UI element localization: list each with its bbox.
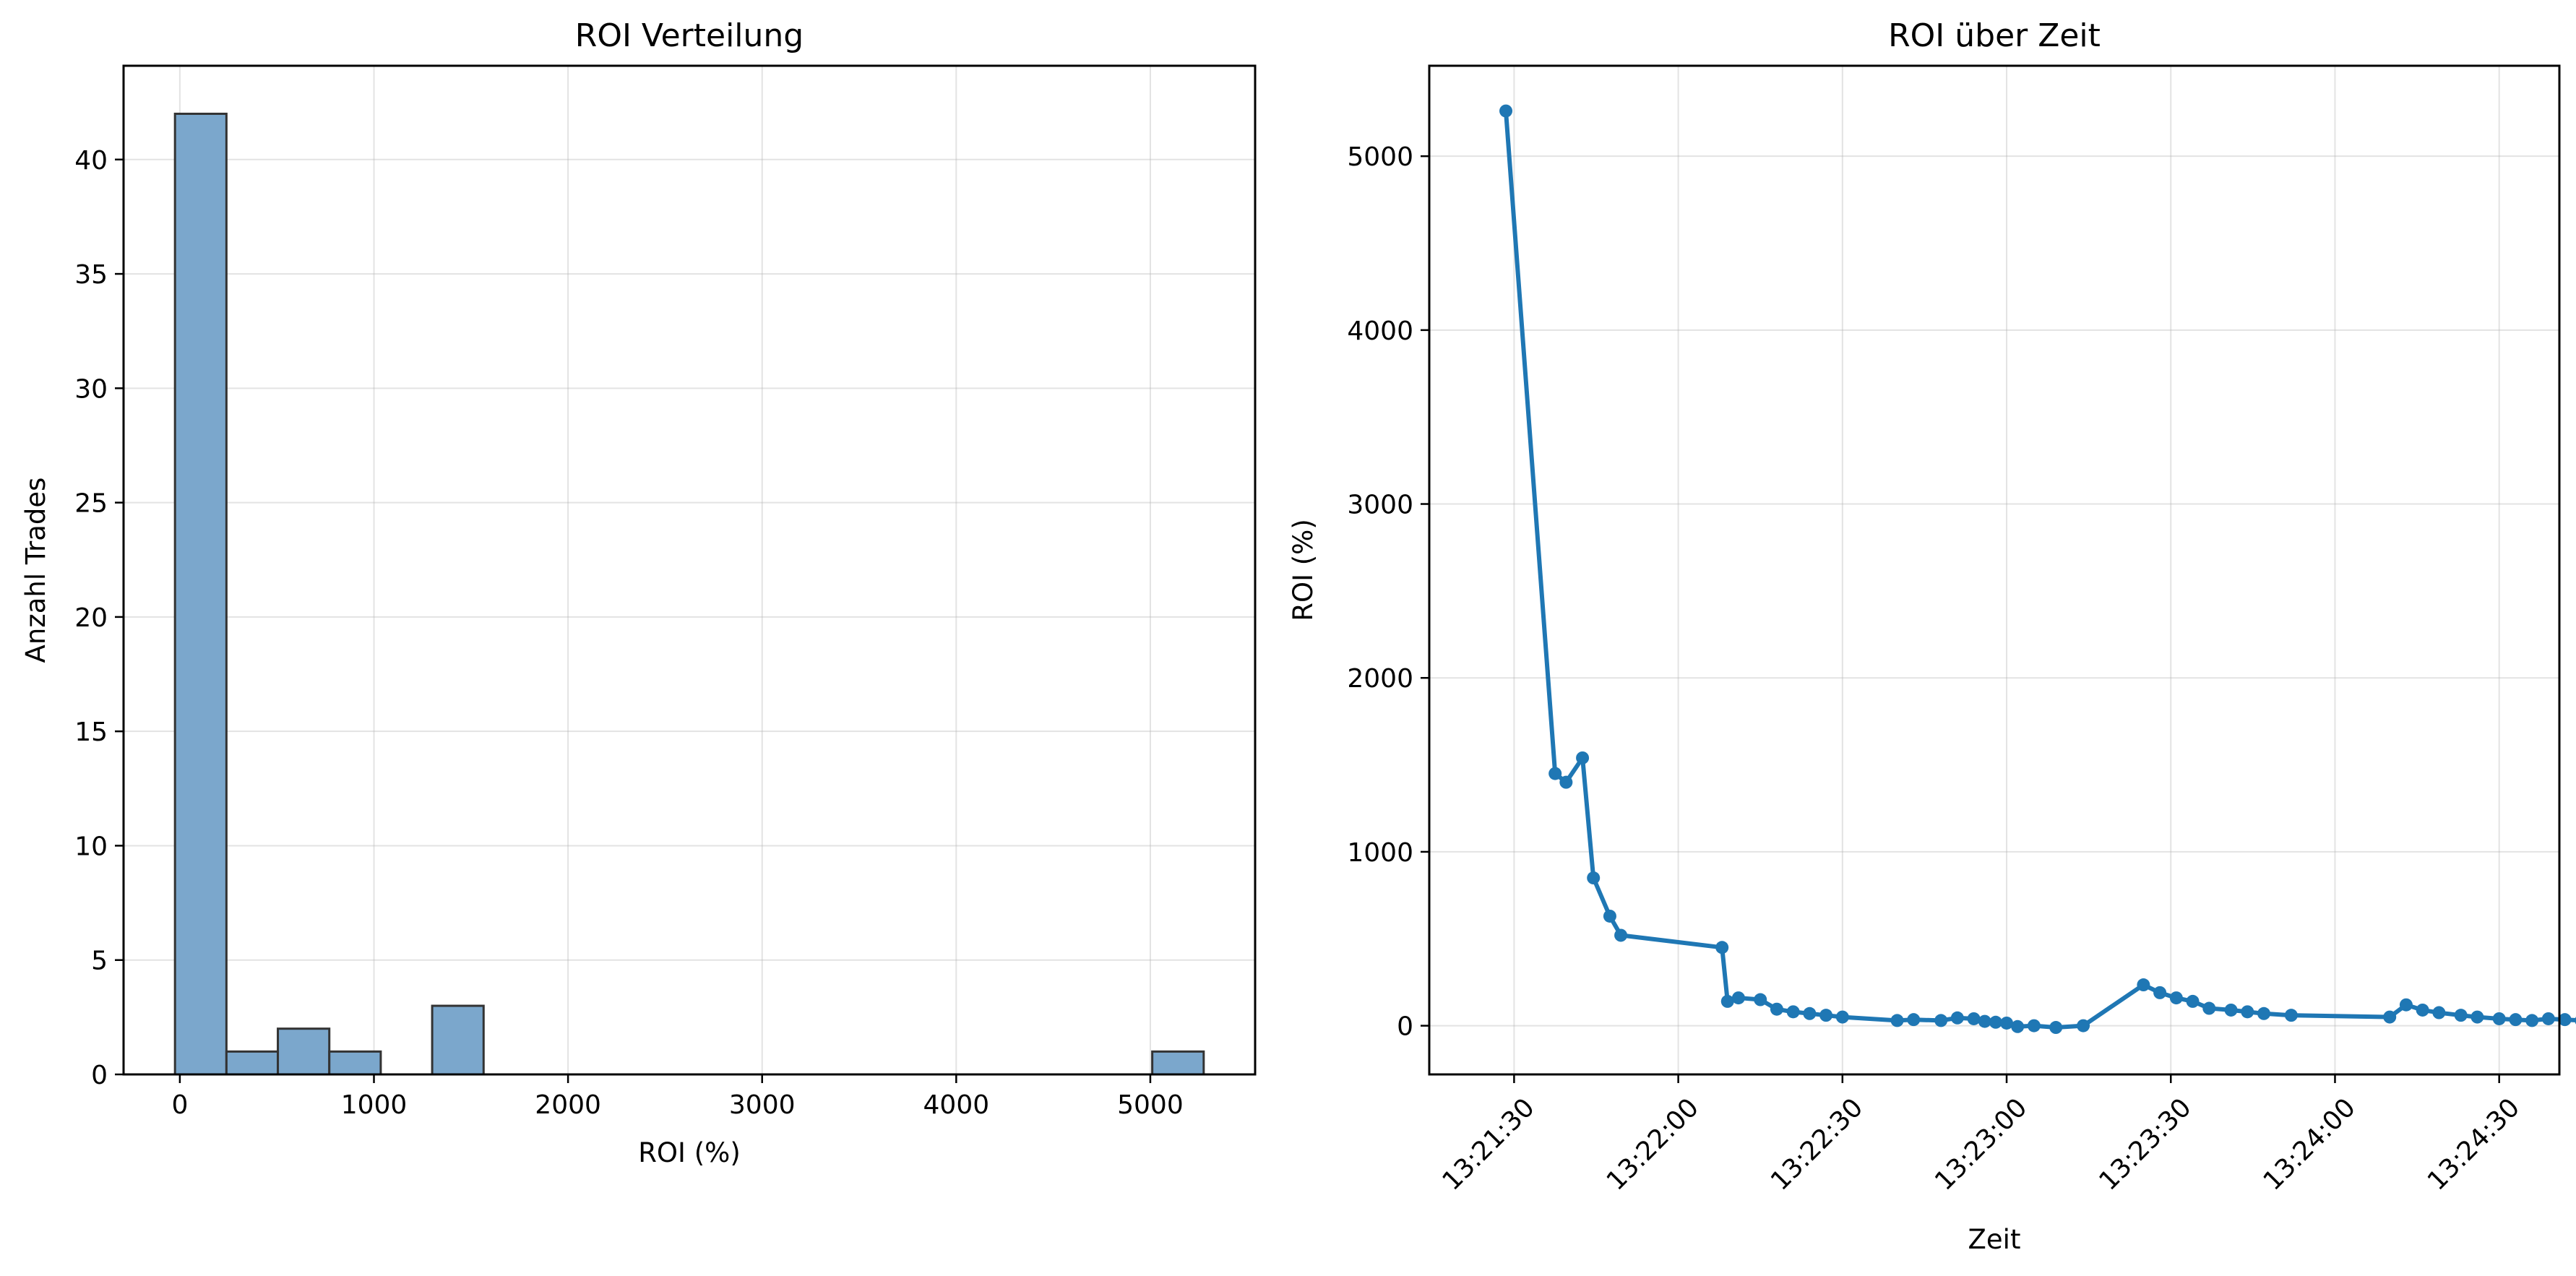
histogram-x-axis-label: ROI (%) xyxy=(638,1137,741,1168)
histogram-bar xyxy=(1151,1050,1205,1076)
roi-data-point xyxy=(2471,1010,2484,1024)
roi-data-point xyxy=(2257,1006,2271,1020)
roi-data-point xyxy=(1934,1014,1948,1027)
histogram-y-tick-label: 5 xyxy=(91,947,108,976)
roi-data-point xyxy=(2541,1012,2555,1025)
histogram-title: ROI Verteilung xyxy=(575,17,804,54)
histogram-y-tick-label: 35 xyxy=(74,260,108,290)
line-chart-y-tick-label: 5000 xyxy=(1347,142,1413,172)
roi-data-point xyxy=(1559,775,1573,789)
histogram-y-tick-label: 0 xyxy=(91,1061,108,1090)
roi-data-point xyxy=(2241,1005,2254,1019)
line-chart-y-axis-label: ROI (%) xyxy=(1288,519,1319,621)
roi-data-point xyxy=(1720,994,1734,1008)
roi-data-point xyxy=(1967,1012,1981,1025)
roi-data-point xyxy=(2416,1003,2429,1017)
line-chart-y-tick-label: 1000 xyxy=(1347,838,1413,868)
roi-data-point xyxy=(2399,998,2413,1012)
histogram-x-ticks: 0 1000 2000 3000 4000 5000 xyxy=(171,1074,1184,1120)
histogram-y-tick-label: 10 xyxy=(74,832,108,861)
roi-data-point xyxy=(2186,994,2200,1008)
histogram-bar xyxy=(173,112,228,1076)
histogram-y-ticks: 0 5 10 15 20 25 30 35 40 xyxy=(74,146,124,1090)
line-chart-x-axis-label: Zeit xyxy=(1968,1224,2021,1255)
line-chart-series xyxy=(1499,104,2576,1035)
roi-data-point xyxy=(2525,1014,2539,1027)
roi-data-point xyxy=(2284,1009,2298,1022)
histogram-bar xyxy=(225,1050,280,1076)
roi-data-point xyxy=(1950,1011,1964,1025)
histogram-x-tick-label: 2000 xyxy=(535,1090,601,1120)
line-chart-y-tick-label: 4000 xyxy=(1347,316,1413,346)
line-chart-plot-frame xyxy=(1428,64,2561,1076)
roi-data-point xyxy=(2432,1006,2446,1019)
roi-data-point xyxy=(1890,1014,1904,1027)
roi-data-point xyxy=(2492,1012,2506,1025)
roi-data-point xyxy=(1603,909,1616,923)
roi-data-point xyxy=(1731,991,1745,1005)
line-chart-y-tick-label: 0 xyxy=(1397,1012,1413,1042)
histogram-y-tick-label: 20 xyxy=(74,603,108,633)
histogram-x-tick-label: 0 xyxy=(171,1090,188,1120)
roi-data-point xyxy=(2202,1001,2216,1015)
line-chart-y-tick-label: 3000 xyxy=(1347,491,1413,520)
roi-data-point xyxy=(2383,1010,2397,1024)
line-chart-grid xyxy=(1429,66,2559,1074)
roi-data-point xyxy=(2509,1013,2523,1027)
roi-data-point xyxy=(2027,1019,2041,1033)
roi-data-point xyxy=(2169,991,2183,1005)
histogram-y-tick-label: 15 xyxy=(74,717,108,747)
histogram-panel: ROI Verteilung 0 1000 2000 3000 4000 5000 0 5 1… xyxy=(20,17,1257,1168)
roi-data-point xyxy=(2000,1016,2014,1030)
histogram-bars xyxy=(173,112,1205,1076)
line-chart-title: ROI über Zeit xyxy=(1888,17,2101,54)
roi-data-point xyxy=(1576,751,1590,764)
histogram-grid xyxy=(124,66,1255,1075)
histogram-x-tick-label: 4000 xyxy=(923,1090,990,1120)
histogram-bar xyxy=(277,1027,331,1076)
histogram-x-tick-label: 1000 xyxy=(341,1090,408,1120)
roi-data-point xyxy=(2558,1013,2572,1027)
roi-data-point xyxy=(1989,1015,2002,1029)
roi-data-point xyxy=(1835,1010,1849,1024)
roi-data-point xyxy=(1499,104,1513,118)
roi-data-point xyxy=(1978,1014,1991,1028)
roi-data-point xyxy=(1770,1002,1783,1016)
histogram-x-tick-label: 5000 xyxy=(1117,1090,1184,1120)
roi-data-point xyxy=(2153,986,2167,999)
roi-data-point xyxy=(1715,941,1729,954)
histogram-bar xyxy=(328,1050,382,1076)
roi-data-point xyxy=(2077,1019,2090,1033)
roi-data-point xyxy=(1803,1006,1817,1020)
histogram-x-tick-label: 3000 xyxy=(729,1090,796,1120)
roi-data-point xyxy=(1907,1013,1921,1027)
histogram-y-tick-label: 25 xyxy=(74,489,108,519)
roi-data-point xyxy=(1786,1005,1800,1019)
histogram-y-axis-label: Anzahl Trades xyxy=(20,478,51,663)
line-chart-y-tick-label: 2000 xyxy=(1347,664,1413,694)
roi-data-point xyxy=(1819,1009,1833,1022)
roi-data-point xyxy=(1548,767,1562,780)
roi-data-point xyxy=(2137,978,2150,992)
roi-data-point xyxy=(2454,1009,2468,1022)
roi-data-point xyxy=(1587,871,1601,885)
roi-data-point xyxy=(1754,993,1767,1006)
roi-data-point xyxy=(1614,928,1628,942)
roi-data-point xyxy=(2224,1003,2238,1017)
histogram-plot-frame xyxy=(122,64,1257,1076)
roi-data-point xyxy=(2049,1021,2063,1035)
histogram-y-tick-label: 30 xyxy=(74,374,108,404)
roi-data-point xyxy=(2011,1019,2025,1033)
histogram-bar xyxy=(431,1004,485,1076)
line-chart-y-ticks: 0 1000 2000 3000 4000 5000 xyxy=(1347,142,1429,1042)
histogram-y-tick-label: 40 xyxy=(74,146,108,176)
